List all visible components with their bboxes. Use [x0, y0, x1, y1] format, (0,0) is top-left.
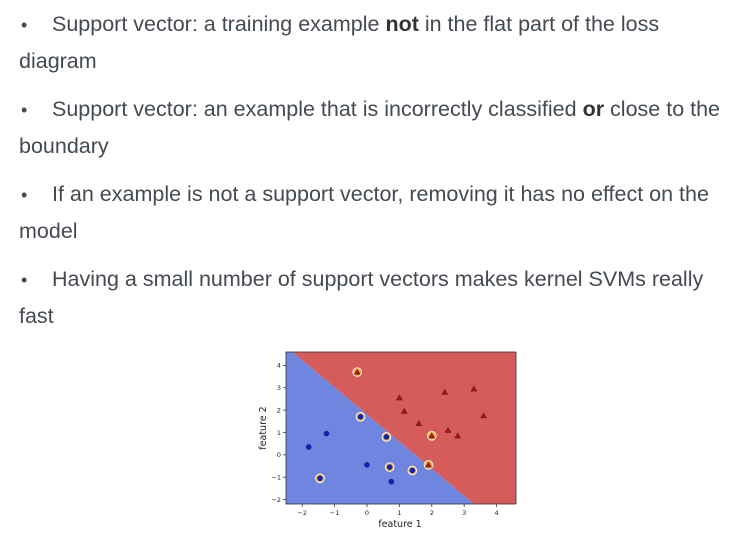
- bullet-support-vector-misclassified: • Support vector: an example that is inco…: [19, 91, 739, 164]
- bullet-text-rest: close to the boundary: [19, 97, 721, 158]
- class1-point: [425, 461, 432, 468]
- class1-point: [470, 385, 478, 392]
- bullet-marker: •: [21, 270, 28, 290]
- x-axis-label: feature 1: [378, 519, 421, 530]
- y-tick-label: 4: [277, 362, 281, 370]
- class0-point: [305, 444, 312, 450]
- y-axis-ticks: −2 −1 0 1 2 3 4: [271, 362, 286, 504]
- y-tick-label: −2: [271, 496, 281, 504]
- bullet-text: Support vector: a training example: [52, 12, 386, 36]
- class1-point: [396, 394, 403, 401]
- class1-point: [454, 432, 462, 439]
- x-tick-label: 1: [397, 509, 401, 517]
- class1-point: [428, 432, 436, 439]
- bullet-support-vector-definition: • Support vector: a training example not …: [19, 6, 739, 79]
- class1-point: [353, 368, 361, 375]
- class0-point: [388, 478, 395, 485]
- bullet-marker: •: [21, 15, 28, 35]
- svm-decision-plot: −2 −1 0 1 2 3 4 −2 −1 0 1 2 3 4 feature 1 feature 2: [232, 340, 532, 540]
- x-tick-label: 3: [462, 509, 466, 517]
- bullet-emphasis: or: [582, 97, 605, 121]
- y-axis-label: feature 2: [258, 406, 269, 449]
- class1-point: [415, 420, 423, 426]
- bullet-kernel-svm-speed: • Having a small number of support vector…: [19, 261, 739, 334]
- bullet-text: If an example is not a support vector, r…: [19, 182, 709, 243]
- x-axis-ticks: −2 −1 0 1 2 3 4: [297, 504, 499, 517]
- x-tick-label: −1: [330, 509, 340, 517]
- class1-point: [480, 412, 487, 419]
- class0-point: [357, 414, 364, 420]
- class1-point: [444, 426, 452, 433]
- class1-point: [400, 407, 408, 414]
- class1-region: [292, 352, 516, 504]
- y-tick-label: 2: [277, 406, 281, 414]
- bullet-list: • Support vector: a training example not …: [19, 6, 739, 346]
- bullet-marker: •: [21, 185, 28, 205]
- class0-point: [317, 475, 323, 482]
- class0-point: [364, 462, 370, 468]
- y-tick-label: 1: [277, 429, 281, 437]
- class0-point: [409, 467, 416, 474]
- scatter-chart: −2 −1 0 1 2 3 4 −2 −1 0 1 2 3 4 feature 1 feature 2: [258, 351, 517, 530]
- x-tick-label: 0: [365, 509, 369, 517]
- data-points: [305, 367, 487, 485]
- class0-point: [386, 464, 393, 470]
- y-tick-label: −1: [271, 473, 281, 481]
- class1-point: [441, 388, 449, 395]
- x-tick-label: 4: [494, 509, 498, 517]
- x-tick-label: 2: [430, 509, 434, 517]
- bullet-marker: •: [21, 100, 28, 120]
- y-tick-label: 0: [277, 451, 281, 459]
- bullet-text-rest: in the flat part of the loss diagram: [19, 12, 660, 73]
- bullet-emphasis: not: [385, 12, 419, 36]
- class0-point: [323, 430, 330, 437]
- bullet-text: Support vector: an example that is incor…: [52, 97, 583, 121]
- y-tick-label: 3: [277, 384, 281, 392]
- bullet-non-support-vector: • If an example is not a support vector, …: [19, 176, 739, 249]
- plot-frame: [285, 351, 517, 505]
- x-tick-label: −2: [297, 509, 307, 517]
- bullet-text: Having a small number of support vectors…: [19, 267, 704, 328]
- class0-point: [383, 434, 390, 440]
